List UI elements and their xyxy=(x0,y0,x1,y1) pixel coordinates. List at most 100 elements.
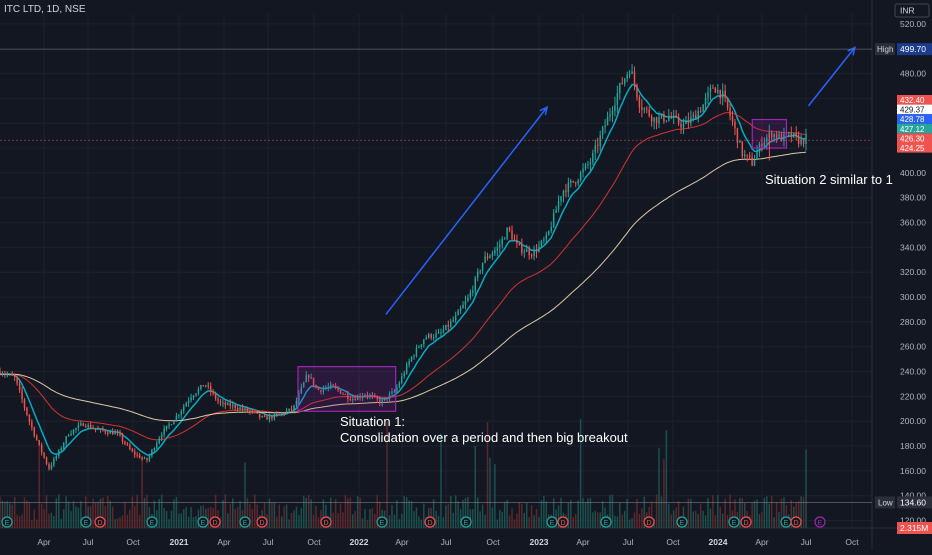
volume-bar xyxy=(129,509,131,528)
candle xyxy=(383,397,386,402)
event-marker[interactable]: E xyxy=(80,516,92,528)
volume-bar xyxy=(508,515,511,528)
event-marker-circle xyxy=(239,516,251,528)
candle xyxy=(641,99,643,118)
candle xyxy=(687,112,690,129)
event-marker-circle xyxy=(209,516,221,528)
event-marker[interactable]: E xyxy=(460,516,472,528)
candle-body xyxy=(499,244,501,248)
candle xyxy=(276,411,278,417)
consolidation-box-1[interactable] xyxy=(297,365,397,412)
event-marker[interactable]: D xyxy=(790,516,802,528)
event-marker-glyph: E xyxy=(604,520,609,527)
event-marker[interactable]: E xyxy=(600,516,612,528)
volume-bar xyxy=(329,497,332,528)
event-marker[interactable]: D xyxy=(320,516,332,528)
candle-body xyxy=(104,430,107,433)
volume-bar xyxy=(775,502,778,528)
event-marker[interactable]: D xyxy=(94,516,106,528)
volume-bar xyxy=(121,515,124,528)
candle-body xyxy=(714,87,717,93)
event-marker[interactable]: E xyxy=(814,516,826,528)
candle xyxy=(134,448,136,458)
candle-body xyxy=(33,427,36,436)
event-marker[interactable]: E xyxy=(780,516,792,528)
event-marker[interactable]: E xyxy=(546,516,558,528)
candle xyxy=(18,380,21,393)
event-marker-glyph: E xyxy=(150,520,155,527)
volume-bar xyxy=(72,501,75,528)
volume-bar xyxy=(290,513,293,528)
event-marker[interactable]: E xyxy=(676,516,688,528)
volume-bar xyxy=(432,499,435,528)
candle xyxy=(797,131,800,148)
event-marker[interactable]: E xyxy=(728,516,740,528)
candle-body xyxy=(38,440,40,445)
candle xyxy=(310,373,312,380)
candle xyxy=(731,110,734,126)
volume-bar xyxy=(6,501,9,528)
volume-bar xyxy=(594,511,597,528)
volume-bar xyxy=(474,445,477,528)
candle-body xyxy=(347,394,349,399)
event-marker-circle xyxy=(320,516,332,528)
candle-body xyxy=(356,396,359,401)
annotation-situation-1-title: Situation 1: xyxy=(340,414,405,429)
event-marker[interactable]: D xyxy=(209,516,221,528)
candle xyxy=(484,251,486,264)
candle-body xyxy=(721,90,724,99)
candle xyxy=(136,451,138,458)
ema-slow-line xyxy=(0,151,807,422)
event-marker[interactable]: E xyxy=(1,516,13,528)
candle-body xyxy=(224,402,227,406)
volume-bar xyxy=(560,498,562,528)
candle xyxy=(775,130,778,144)
volume-bar xyxy=(670,514,672,528)
volume-bar xyxy=(352,514,354,528)
currency-badge[interactable]: INR xyxy=(894,3,930,18)
candle-body xyxy=(672,115,675,119)
volume-bar xyxy=(354,510,356,528)
candle-body xyxy=(503,238,506,240)
volume-bar xyxy=(124,501,126,528)
candle xyxy=(261,415,263,418)
candle-body xyxy=(4,374,6,376)
candle xyxy=(288,408,290,414)
candle xyxy=(523,248,526,258)
candle xyxy=(513,234,516,241)
price-label: 426.30 xyxy=(900,134,925,143)
candle-body xyxy=(802,139,805,144)
event-marker[interactable]: D xyxy=(424,516,436,528)
trend-arrow-1-head xyxy=(539,105,549,116)
volume-bar xyxy=(227,513,229,528)
volume-bar xyxy=(489,457,491,528)
event-marker[interactable]: D xyxy=(557,516,569,528)
event-marker[interactable]: E xyxy=(146,516,158,528)
candle xyxy=(584,162,587,171)
candle-body xyxy=(736,128,739,143)
volume-bar xyxy=(320,509,322,528)
candle-body xyxy=(572,180,574,183)
volume-bar xyxy=(4,502,6,528)
trend-arrow-2-head xyxy=(847,46,856,56)
candle xyxy=(70,430,72,437)
volume-label-bg xyxy=(897,522,932,534)
candle-body xyxy=(494,250,496,254)
event-marker[interactable]: E xyxy=(239,516,251,528)
event-marker[interactable]: D xyxy=(256,516,268,528)
candle xyxy=(616,85,619,113)
event-marker[interactable]: D xyxy=(740,516,752,528)
candle-body xyxy=(805,133,807,144)
candle-body xyxy=(398,383,401,388)
volume-bar xyxy=(160,494,163,528)
candle-body xyxy=(609,114,611,117)
event-marker[interactable]: D xyxy=(643,516,655,528)
volume-bar xyxy=(545,501,548,528)
event-marker[interactable]: E xyxy=(376,516,388,528)
event-marker-circle xyxy=(94,516,106,528)
event-marker[interactable]: E xyxy=(197,516,209,528)
candle xyxy=(795,126,797,141)
candle-body xyxy=(408,361,410,365)
